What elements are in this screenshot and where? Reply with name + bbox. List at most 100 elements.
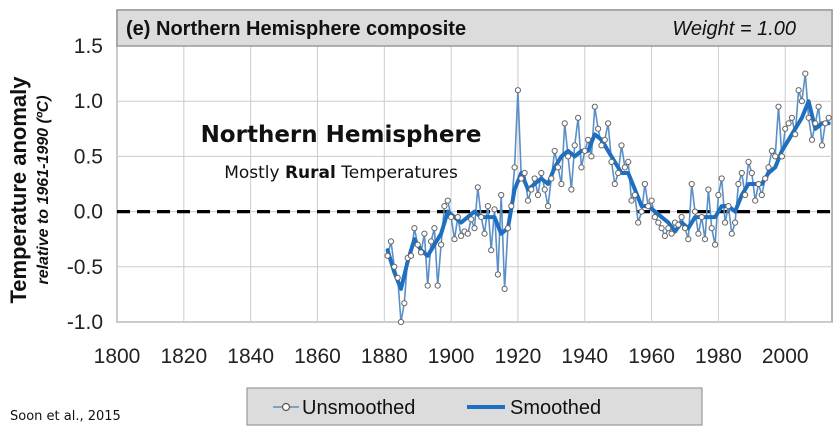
unsmoothed-point <box>441 203 448 210</box>
unsmoothed-point <box>421 230 428 237</box>
unsmoothed-point <box>534 191 542 199</box>
unsmoothed-point <box>478 214 485 221</box>
unsmoothed-point <box>722 219 729 226</box>
unsmoothed-point <box>554 164 562 171</box>
unsmoothed-point <box>688 180 695 188</box>
x-tick-label: 1920 <box>495 345 542 368</box>
unsmoothed-point <box>491 206 498 213</box>
unsmoothed-point <box>611 180 618 188</box>
series-lines <box>384 70 832 326</box>
x-tick-label: 1860 <box>294 345 341 368</box>
unsmoothed-point <box>484 203 491 210</box>
unsmoothed-point <box>701 236 709 243</box>
unsmoothed-point <box>788 114 796 121</box>
x-tick-label: 1960 <box>628 345 675 368</box>
unsmoothed-point <box>451 236 458 243</box>
unsmoothed-point <box>681 225 689 232</box>
unsmoothed-point <box>548 175 555 182</box>
unsmoothed-point <box>458 232 465 239</box>
unsmoothed-point <box>625 158 632 165</box>
y-axis-sublabel: relative to 1961-1990 (ºC) <box>35 95 52 284</box>
unsmoothed-point <box>481 230 488 237</box>
unsmoothed-point <box>822 120 829 127</box>
x-tick-label: 1800 <box>94 345 141 368</box>
y-axis-label: Temperature anomaly <box>6 76 31 304</box>
unsmoothed-point <box>417 249 425 256</box>
unsmoothed-point <box>658 225 665 232</box>
legend-unsmoothed: Unsmoothed <box>273 397 415 419</box>
unsmoothed-point <box>738 169 745 177</box>
unsmoothed-point <box>792 131 799 138</box>
unsmoothed-point <box>812 120 819 127</box>
legend-smoothed: Smoothed <box>467 397 601 419</box>
unsmoothed-point <box>521 169 528 177</box>
unsmoothed-point <box>785 120 792 127</box>
unsmoothed-point <box>454 214 461 221</box>
unsmoothed-point <box>678 214 685 221</box>
unsmoothed-point <box>805 114 812 121</box>
legend-unsmoothed-marker <box>281 402 291 412</box>
unsmoothed-point <box>544 203 552 210</box>
unsmoothed-point <box>565 153 572 160</box>
unsmoothed-point <box>464 230 471 237</box>
unsmoothed-point <box>585 136 592 143</box>
unsmoothed-point <box>645 203 652 210</box>
unsmoothed-point <box>518 175 525 182</box>
unsmoothed-point <box>601 136 608 143</box>
unsmoothed-point <box>732 219 739 226</box>
unsmoothed-point <box>608 158 615 165</box>
unsmoothed-point <box>528 186 535 193</box>
unsmoothed-point <box>575 114 582 121</box>
unsmoothed-point <box>411 225 418 232</box>
unsmoothed-point <box>802 70 809 77</box>
unsmoothed-point <box>718 175 725 182</box>
x-tick-label: 1940 <box>561 345 608 368</box>
unsmoothed-point <box>561 120 568 127</box>
axis-ticks: 1800 1820 1840 1860 1880 1900 1920 1940 1960 1980… <box>67 35 809 368</box>
legend-smoothed-label: Smoothed <box>510 397 601 419</box>
unsmoothed-point <box>745 158 752 165</box>
y-tick-label: 1.5 <box>74 35 103 58</box>
unsmoothed-point <box>431 225 438 232</box>
unsmoothed-point <box>384 252 391 259</box>
unsmoothed-point <box>728 230 735 237</box>
overlay-subtitle: Mostly Rural Temperatures <box>224 163 458 183</box>
x-tick-label: 1880 <box>361 345 408 368</box>
unsmoothed-point <box>631 191 639 199</box>
y-tick-label: -1.0 <box>67 311 103 334</box>
unsmoothed-point <box>615 169 622 177</box>
unsmoothed-point <box>818 142 826 149</box>
unsmoothed-point <box>394 274 401 281</box>
x-tick-label: 1840 <box>227 345 274 368</box>
y-tick-label: 0.0 <box>74 201 103 224</box>
x-tick-label: 1900 <box>428 345 475 368</box>
unsmoothed-point <box>795 87 802 94</box>
unsmoothed-point <box>551 147 558 154</box>
x-tick-label: 1820 <box>160 345 207 368</box>
unsmoothed-point <box>468 216 475 223</box>
unsmoothed-point <box>825 114 832 121</box>
unsmoothed-point <box>755 180 762 188</box>
source-credit: Soon et al., 2015 <box>10 409 121 424</box>
unsmoothed-point <box>715 191 722 199</box>
gridlines <box>116 46 832 323</box>
unsmoothed-point <box>712 241 719 248</box>
unsmoothed-point <box>568 186 575 193</box>
unsmoothed-point <box>708 225 715 232</box>
unsmoothed-point <box>765 164 772 171</box>
unsmoothed-point <box>541 186 548 193</box>
unsmoothed-point <box>665 225 672 232</box>
unsmoothed-point <box>387 238 395 245</box>
unsmoothed-point <box>742 191 749 199</box>
unsmoothed-point <box>621 164 629 171</box>
unsmoothed-point <box>474 184 481 191</box>
unsmoothed-point <box>725 203 732 210</box>
unsmoothed-point <box>448 214 455 221</box>
legend-unsmoothed-label: Unsmoothed <box>302 397 415 419</box>
unsmoothed-point <box>508 203 515 210</box>
smoothed-line <box>385 99 831 291</box>
unsmoothed-point <box>471 225 478 232</box>
unsmoothed-point <box>558 180 565 188</box>
weight-label: Weight = 1.00 <box>672 18 796 40</box>
